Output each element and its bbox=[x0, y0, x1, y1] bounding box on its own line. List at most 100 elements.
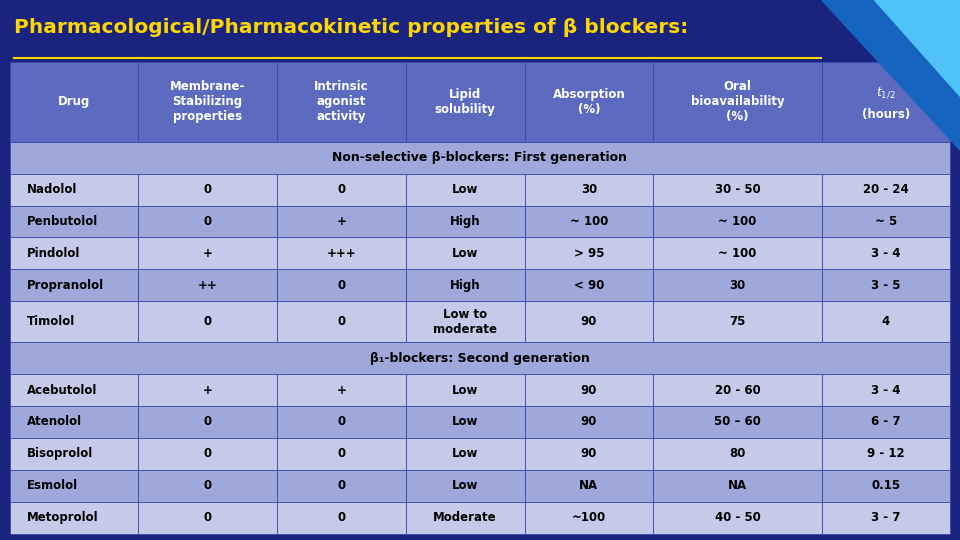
Bar bbox=[654, 269, 822, 301]
Bar bbox=[277, 502, 406, 534]
Bar bbox=[10, 269, 138, 301]
Text: 0: 0 bbox=[204, 183, 212, 196]
Text: +: + bbox=[203, 383, 212, 396]
Text: < 90: < 90 bbox=[574, 279, 604, 292]
Text: 90: 90 bbox=[581, 383, 597, 396]
Bar bbox=[138, 470, 277, 502]
Bar bbox=[524, 269, 654, 301]
Text: +: + bbox=[336, 215, 347, 228]
Bar bbox=[138, 502, 277, 534]
Text: (hours): (hours) bbox=[862, 108, 910, 121]
Text: ~ 100: ~ 100 bbox=[569, 215, 608, 228]
Bar bbox=[406, 470, 524, 502]
Text: β₁-blockers: Second generation: β₁-blockers: Second generation bbox=[370, 352, 590, 365]
Bar bbox=[654, 374, 822, 406]
Text: Acebutolol: Acebutolol bbox=[27, 383, 97, 396]
Text: 0: 0 bbox=[204, 415, 212, 428]
Text: 30: 30 bbox=[581, 183, 597, 196]
Bar bbox=[524, 206, 654, 238]
Bar bbox=[277, 206, 406, 238]
Text: Atenolol: Atenolol bbox=[27, 415, 82, 428]
Text: 30: 30 bbox=[730, 279, 746, 292]
Text: +++: +++ bbox=[326, 247, 356, 260]
Text: 0: 0 bbox=[337, 415, 346, 428]
Bar bbox=[138, 206, 277, 238]
Text: 3 - 5: 3 - 5 bbox=[872, 279, 900, 292]
Bar bbox=[10, 438, 138, 470]
Text: 0: 0 bbox=[337, 511, 346, 524]
Text: Penbutolol: Penbutolol bbox=[27, 215, 98, 228]
Text: 3 - 4: 3 - 4 bbox=[872, 247, 900, 260]
Bar bbox=[10, 342, 950, 374]
Bar bbox=[654, 206, 822, 238]
Text: 0: 0 bbox=[337, 479, 346, 492]
Bar bbox=[406, 206, 524, 238]
Bar bbox=[0, 0, 960, 62]
Bar bbox=[822, 374, 950, 406]
Text: 90: 90 bbox=[581, 315, 597, 328]
Text: 50 – 60: 50 – 60 bbox=[714, 415, 761, 428]
Text: 75: 75 bbox=[730, 315, 746, 328]
Bar bbox=[277, 174, 406, 206]
Text: 6 - 7: 6 - 7 bbox=[872, 415, 900, 428]
Text: Low: Low bbox=[452, 183, 478, 196]
Bar bbox=[138, 238, 277, 269]
Text: 3 - 7: 3 - 7 bbox=[872, 511, 900, 524]
Polygon shape bbox=[821, 0, 960, 151]
Text: NA: NA bbox=[728, 479, 747, 492]
Bar bbox=[822, 269, 950, 301]
Bar bbox=[822, 438, 950, 470]
Text: 3 - 4: 3 - 4 bbox=[872, 383, 900, 396]
Text: 40 - 50: 40 - 50 bbox=[714, 511, 760, 524]
Bar bbox=[406, 301, 524, 342]
Bar bbox=[822, 502, 950, 534]
Bar bbox=[654, 406, 822, 438]
Text: Pindolol: Pindolol bbox=[27, 247, 81, 260]
Bar bbox=[524, 174, 654, 206]
Bar bbox=[524, 62, 654, 142]
Bar bbox=[822, 238, 950, 269]
Bar bbox=[822, 62, 950, 142]
Text: 20 - 60: 20 - 60 bbox=[714, 383, 760, 396]
Bar bbox=[277, 269, 406, 301]
Text: Nadolol: Nadolol bbox=[27, 183, 77, 196]
Text: NA: NA bbox=[580, 479, 598, 492]
Bar bbox=[10, 142, 950, 174]
Bar bbox=[10, 301, 138, 342]
Text: 20 - 24: 20 - 24 bbox=[863, 183, 909, 196]
Bar bbox=[822, 174, 950, 206]
Text: Esmolol: Esmolol bbox=[27, 479, 78, 492]
Text: > 95: > 95 bbox=[574, 247, 604, 260]
Bar bbox=[406, 62, 524, 142]
Text: +: + bbox=[203, 247, 212, 260]
Bar bbox=[524, 406, 654, 438]
Text: Metoprolol: Metoprolol bbox=[27, 511, 99, 524]
Text: 0: 0 bbox=[204, 315, 212, 328]
Text: 90: 90 bbox=[581, 415, 597, 428]
Bar bbox=[524, 438, 654, 470]
Text: 90: 90 bbox=[581, 447, 597, 461]
Bar bbox=[654, 301, 822, 342]
Text: Low: Low bbox=[452, 383, 478, 396]
Text: ~ 100: ~ 100 bbox=[718, 215, 756, 228]
Bar bbox=[138, 406, 277, 438]
Text: Bisoprolol: Bisoprolol bbox=[27, 447, 93, 461]
Text: 9 - 12: 9 - 12 bbox=[867, 447, 905, 461]
Bar bbox=[654, 470, 822, 502]
Bar bbox=[10, 206, 138, 238]
Text: ~ 100: ~ 100 bbox=[718, 247, 756, 260]
Bar bbox=[406, 374, 524, 406]
Text: 80: 80 bbox=[730, 447, 746, 461]
Text: Lipid
solubility: Lipid solubility bbox=[435, 88, 495, 116]
Text: Low: Low bbox=[452, 415, 478, 428]
Bar bbox=[406, 502, 524, 534]
Text: 0: 0 bbox=[337, 447, 346, 461]
Bar bbox=[654, 502, 822, 534]
Text: 0: 0 bbox=[204, 215, 212, 228]
Bar bbox=[406, 174, 524, 206]
Text: Low: Low bbox=[452, 447, 478, 461]
Bar bbox=[277, 62, 406, 142]
Text: High: High bbox=[450, 215, 480, 228]
Text: 0: 0 bbox=[337, 315, 346, 328]
Text: Timolol: Timolol bbox=[27, 315, 75, 328]
